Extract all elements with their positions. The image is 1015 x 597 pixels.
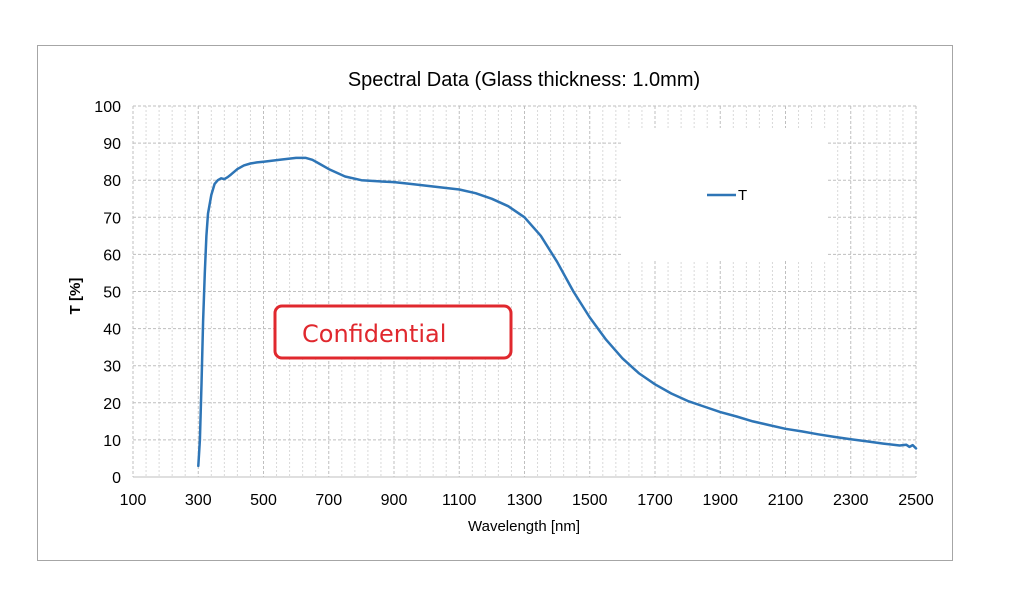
x-tick-label: 2100 (768, 492, 804, 509)
series-T-line (197, 156, 918, 468)
x-tick-label: 2300 (833, 492, 869, 509)
y-axis-label: T [%] (67, 278, 84, 315)
chart-title: Spectral Data (Glass thickness: 1.0mm) (348, 69, 700, 91)
x-tick-label: 1100 (442, 492, 477, 509)
x-tick-label: 300 (185, 492, 212, 509)
x-tick-label: 500 (250, 492, 277, 509)
y-tick-label: 90 (103, 136, 121, 153)
x-tick-label: 100 (120, 492, 147, 509)
x-axis-label: Wavelength [nm] (468, 518, 580, 535)
watermark-text: Confidential (302, 320, 446, 348)
y-tick-label: 0 (112, 470, 121, 487)
x-tick-label: 2500 (898, 492, 934, 509)
y-tick-label: 30 (103, 359, 121, 376)
y-tick-label: 70 (103, 210, 121, 227)
legend-label: T (738, 187, 747, 204)
y-tick-label: 60 (103, 247, 121, 264)
watermark-box (273, 304, 513, 360)
x-tick-label: 1500 (572, 492, 608, 509)
y-tick-label: 80 (103, 173, 121, 190)
x-tick-label: 1300 (507, 492, 543, 509)
x-tick-label: 900 (381, 492, 408, 509)
y-tick-labels: 0 10 20 30 40 50 60 70 80 90 100 (94, 99, 121, 487)
x-tick-label: 1700 (637, 492, 673, 509)
major-gridlines (132, 105, 917, 477)
y-tick-label: 50 (103, 285, 121, 302)
y-tick-label: 10 (103, 433, 121, 450)
y-tick-label: 40 (103, 322, 121, 339)
y-tick-label: 20 (103, 396, 121, 413)
x-tick-labels: 100 300 500 700 900 1100 1300 1500 1700 1900 2100 2… (120, 492, 934, 509)
title-background (300, 60, 750, 96)
x-tick-label: 1900 (702, 492, 738, 509)
y-tick-label: 100 (94, 99, 121, 116)
x-tick-label: 700 (315, 492, 342, 509)
